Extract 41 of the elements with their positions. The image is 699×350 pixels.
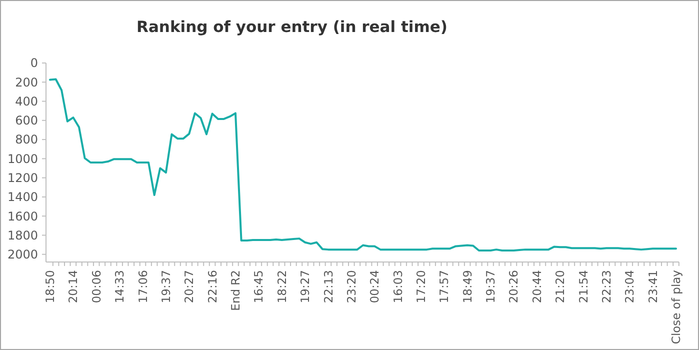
x-tick-label: End R2 xyxy=(228,270,243,311)
y-tick-label: 200 xyxy=(15,75,38,90)
x-tick-label: 23:20 xyxy=(344,270,358,304)
x-tick-label: 23:41 xyxy=(646,270,660,304)
x-tick-label: 00:24 xyxy=(368,270,382,304)
x-tick-label: 22:23 xyxy=(599,270,614,304)
x-tick-label: 14:33 xyxy=(112,270,127,304)
y-tick-label: 1200 xyxy=(7,171,38,186)
x-tick-label: 20:14 xyxy=(66,270,80,304)
x-tick-label: 22:16 xyxy=(205,270,220,304)
x-tick-label: Close of play xyxy=(669,270,684,344)
x-tick-label: 18:22 xyxy=(274,270,289,304)
y-tick-label: 1800 xyxy=(7,228,38,242)
x-tick-label: 16:03 xyxy=(390,270,405,304)
y-tick-label: 0 xyxy=(30,56,38,70)
x-tick-label: 18:50 xyxy=(43,270,58,304)
y-tick-label: 600 xyxy=(15,114,38,128)
x-tick-label: 19:27 xyxy=(298,270,312,304)
x-tick-label: 21:20 xyxy=(553,270,568,304)
x-tick-label: 21:54 xyxy=(576,270,590,304)
line-series xyxy=(49,78,677,252)
y-tick-label: 1000 xyxy=(7,152,38,166)
x-tick-label: 19:37 xyxy=(158,270,173,304)
x-tick-label: 20:26 xyxy=(506,270,521,304)
y-tick-label: 1400 xyxy=(7,190,38,204)
x-tick-label: 19:37 xyxy=(484,270,498,304)
chart-title: Ranking of your entry (in real time) xyxy=(136,18,448,36)
x-tick-label: 22:13 xyxy=(321,270,336,304)
x-tick-label: 17:57 xyxy=(437,270,452,304)
y-tick-label: 2000 xyxy=(7,248,38,262)
x-tick-label: 17:20 xyxy=(414,270,428,304)
x-tick-label: 23:04 xyxy=(622,270,637,304)
x-tick-label: 20:27 xyxy=(182,270,196,304)
x-tick-label: 20:44 xyxy=(530,270,544,304)
x-tick-label: 17:06 xyxy=(136,270,150,304)
x-tick-label: 18:49 xyxy=(460,270,474,304)
y-tick-label: 400 xyxy=(15,94,38,108)
x-tick-label: 00:06 xyxy=(89,270,104,304)
x-tick-label: 16:45 xyxy=(252,270,266,304)
y-tick-label: 800 xyxy=(15,132,38,147)
y-tick-label: 1600 xyxy=(7,209,38,224)
